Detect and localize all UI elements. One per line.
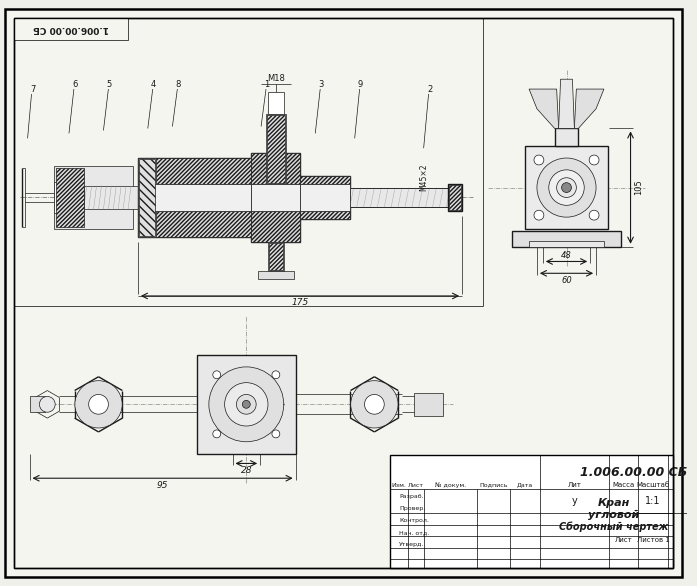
Text: Утверд.: Утверд. (399, 541, 424, 547)
Bar (300, 176, 350, 183)
Text: 1.006.00.00 СБ: 1.006.00.00 СБ (33, 25, 109, 33)
Bar (251, 211, 300, 242)
Bar (138, 158, 155, 237)
Bar (448, 183, 462, 211)
Bar (251, 183, 300, 211)
Bar (251, 153, 300, 183)
Bar (29, 397, 45, 412)
Bar (84, 186, 138, 209)
Text: Масштаб: Масштаб (636, 482, 670, 488)
Text: 5: 5 (107, 80, 112, 88)
Bar (138, 183, 251, 211)
Text: 3: 3 (319, 80, 324, 88)
Text: 1:1: 1:1 (645, 496, 661, 506)
Circle shape (236, 394, 256, 414)
Circle shape (562, 183, 572, 193)
Bar (414, 393, 443, 416)
Bar (138, 158, 251, 237)
Bar (268, 242, 284, 271)
Bar (138, 211, 251, 237)
Bar (300, 211, 350, 219)
Circle shape (589, 155, 599, 165)
Circle shape (243, 400, 250, 408)
Text: Подпись: Подпись (480, 483, 508, 488)
Text: Разраб.: Разраб. (399, 495, 424, 499)
Text: 4: 4 (151, 80, 156, 88)
Bar (512, 231, 621, 247)
Polygon shape (574, 89, 604, 128)
Bar (56, 168, 84, 227)
Bar (390, 455, 673, 568)
Bar (258, 271, 293, 279)
Text: 105: 105 (634, 180, 643, 196)
Text: 60: 60 (561, 275, 572, 285)
Circle shape (224, 383, 268, 426)
Bar (54, 182, 74, 213)
Text: М45×2: М45×2 (419, 164, 428, 192)
Circle shape (534, 210, 544, 220)
Text: у: у (572, 496, 577, 506)
Text: 6: 6 (72, 80, 77, 88)
Circle shape (351, 381, 398, 428)
Text: 2: 2 (427, 84, 432, 94)
Bar (350, 188, 458, 207)
Circle shape (365, 394, 384, 414)
Polygon shape (529, 89, 558, 128)
Text: Кран: Кран (597, 498, 630, 508)
Text: Сборочный чертеж: Сборочный чертеж (559, 521, 668, 532)
Bar (54, 166, 133, 229)
Circle shape (40, 397, 55, 412)
Circle shape (537, 158, 596, 217)
Text: Масса: Масса (613, 482, 635, 488)
Bar (266, 114, 286, 183)
Bar (525, 146, 608, 229)
Text: 95: 95 (157, 481, 168, 490)
Circle shape (213, 430, 221, 438)
Bar (138, 158, 251, 183)
Text: Нач. отд.: Нач. отд. (399, 530, 429, 535)
Text: 175: 175 (291, 298, 309, 307)
Text: М18: М18 (267, 74, 285, 83)
Text: Листов 1: Листов 1 (637, 537, 670, 543)
Circle shape (75, 381, 122, 428)
Bar (267, 115, 285, 183)
Text: Лит: Лит (567, 482, 581, 488)
Bar (300, 176, 350, 219)
Bar (269, 243, 283, 270)
Bar (139, 159, 155, 236)
Circle shape (89, 394, 108, 414)
Text: Лист: Лист (408, 483, 424, 488)
Circle shape (272, 430, 279, 438)
Bar (450, 185, 461, 210)
Text: 7: 7 (30, 84, 36, 94)
Bar (197, 355, 296, 454)
Circle shape (209, 367, 284, 442)
Text: Дата: Дата (517, 483, 533, 488)
Text: № докум.: № докум. (435, 482, 466, 488)
Text: Контрол.: Контрол. (399, 518, 429, 523)
Text: 1: 1 (264, 80, 270, 88)
Bar (14, 18, 128, 40)
Polygon shape (558, 79, 574, 128)
Text: 28: 28 (240, 466, 252, 475)
Circle shape (272, 371, 279, 379)
Bar (268, 92, 284, 114)
Bar (300, 183, 350, 211)
Circle shape (549, 170, 584, 205)
Bar (555, 128, 579, 146)
Bar (251, 153, 300, 242)
Text: Изм.: Изм. (392, 483, 406, 488)
Text: 9: 9 (358, 80, 363, 88)
Circle shape (557, 178, 576, 197)
Circle shape (534, 155, 544, 165)
Circle shape (213, 371, 221, 379)
Bar (529, 241, 604, 247)
Text: Лист: Лист (615, 537, 632, 543)
Text: 48: 48 (561, 251, 572, 260)
Text: угловой: угловой (588, 510, 639, 520)
Circle shape (589, 210, 599, 220)
Text: 8: 8 (176, 80, 181, 88)
Text: 1.006.00.00 СБ: 1.006.00.00 СБ (580, 466, 687, 479)
Text: Провер.: Провер. (399, 506, 425, 511)
